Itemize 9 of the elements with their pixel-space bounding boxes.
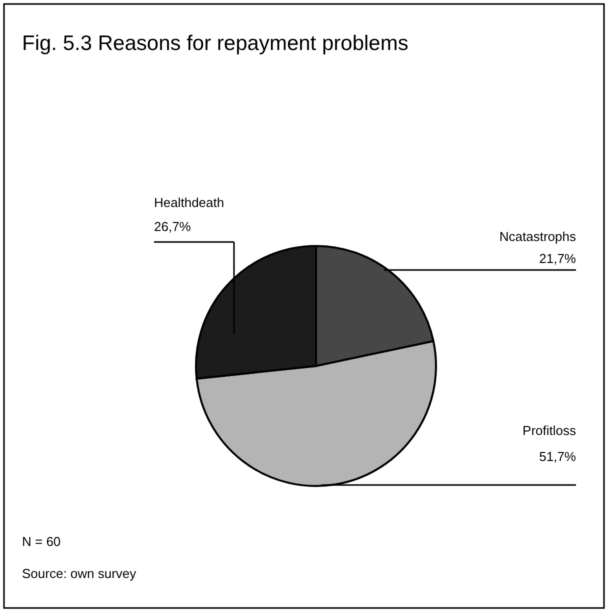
slice-label: Ncatastrophs	[499, 229, 576, 244]
data-label: 26,7%	[154, 219, 192, 234]
slice-label: Profitloss	[522, 423, 576, 438]
data-label: 51,7%	[539, 449, 576, 464]
slice-label: Healthdeath	[154, 195, 224, 210]
source-note: Source: own survey	[22, 566, 137, 581]
text: N = 60	[22, 534, 61, 549]
chart-title: Fig. 5.3 Reasons for repayment problems	[22, 32, 408, 55]
data-label: 21,7%	[539, 251, 576, 266]
